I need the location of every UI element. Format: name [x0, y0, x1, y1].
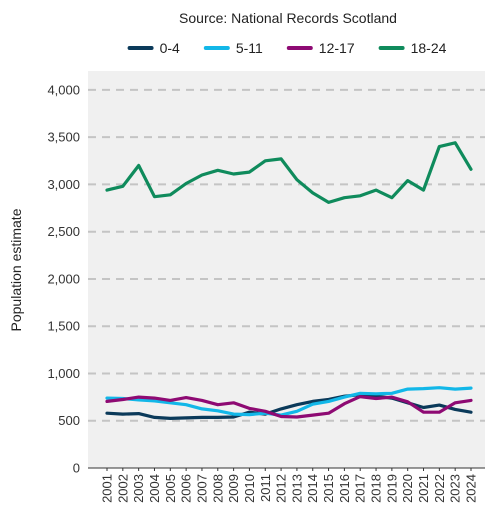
legend-label-5-11: 5-11	[236, 40, 263, 56]
legend-label-18-24: 18-24	[411, 40, 447, 56]
gridlines	[88, 88, 485, 422]
x-tick-label: 2002	[115, 474, 130, 503]
x-axis-ticks: 2001 2002 2003 2004 2005 2006 2007 2008 2009 2010…	[100, 468, 479, 503]
x-tick-label: 2022	[432, 474, 447, 503]
x-tick-label: 2012	[274, 474, 289, 503]
x-tick-label: 2013	[289, 474, 304, 503]
x-tick-label: 2003	[131, 474, 146, 503]
x-tick-label: 2015	[321, 474, 336, 503]
y-tick-label: 2,500	[47, 224, 80, 239]
legend-label-0-4: 0-4	[160, 40, 180, 56]
series-line-18-24	[105, 141, 473, 204]
x-tick-label: 2016	[337, 474, 352, 503]
series-lines	[105, 141, 473, 420]
y-tick-label: 1,000	[47, 366, 80, 381]
y-tick-label: 2,000	[47, 271, 80, 286]
y-axis-label: Population estimate	[8, 208, 24, 331]
x-tick-label: 2011	[258, 474, 273, 502]
legend-label-12-17: 12-17	[319, 40, 355, 56]
x-tick-label: 2021	[416, 474, 431, 503]
x-tick-label: 2014	[305, 474, 320, 503]
x-tick-label: 2006	[179, 474, 194, 503]
legend: 0-4 5-11 12-17 18-24	[127, 40, 447, 56]
x-tick-label: 2008	[210, 474, 225, 503]
x-tick-label: 2005	[163, 474, 178, 503]
x-tick-label: 2024	[464, 474, 479, 503]
x-tick-label: 2023	[448, 474, 463, 503]
x-tick-label: 2007	[194, 474, 209, 503]
y-tick-label: 3,500	[47, 130, 80, 145]
y-tick-label: 4,000	[47, 82, 80, 97]
x-tick-label: 2017	[353, 474, 368, 503]
x-tick-label: 2019	[384, 474, 399, 503]
x-tick-label: 2018	[369, 474, 384, 503]
x-tick-label: 2010	[242, 474, 257, 503]
y-tick-label: 3,000	[47, 177, 80, 192]
y-axis-ticks: 0 500 1,000 1,500 2,000 2,500 3,000 3,500 4,000	[47, 82, 80, 475]
y-tick-label: 1,500	[47, 319, 80, 334]
series-line-5-11	[105, 386, 473, 417]
x-tick-label: 2020	[400, 474, 415, 503]
series-line-12-17	[105, 395, 473, 419]
x-tick-label: 2009	[226, 474, 241, 503]
y-tick-label: 500	[58, 413, 80, 428]
chart-subtitle: Source: National Records Scotland	[179, 10, 397, 26]
x-tick-label: 2004	[147, 474, 162, 503]
x-tick-label: 2001	[100, 474, 115, 503]
y-tick-label: 0	[73, 461, 80, 476]
